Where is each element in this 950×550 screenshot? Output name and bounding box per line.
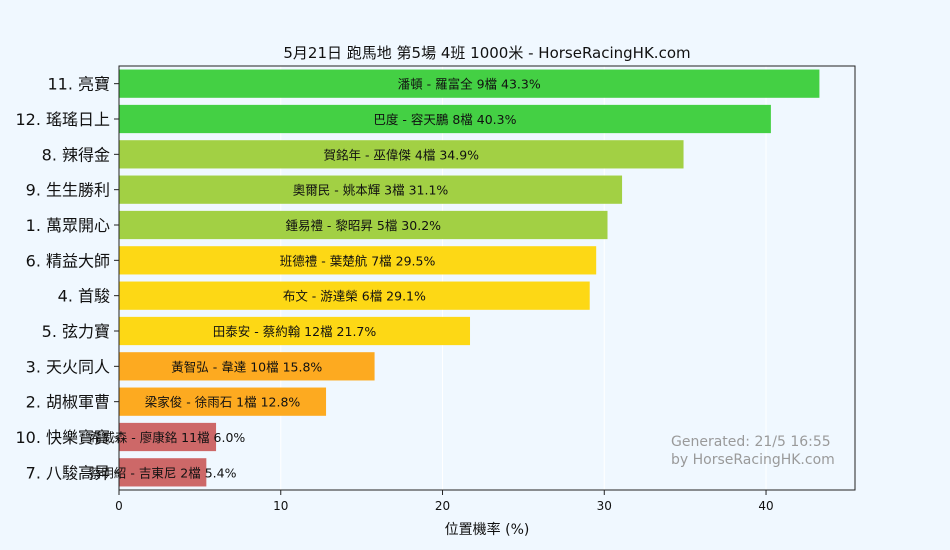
bar-data-label: 班德禮 - 葉楚航 7檔 29.5%: [280, 253, 436, 268]
bar-data-label: 蔡明紹 - 吉東尼 2檔 5.4%: [89, 465, 237, 480]
watermark-line-2: by HorseRacingHK.com: [671, 452, 835, 468]
x-tick-label: 10: [273, 499, 288, 513]
bar-data-label: 希威森 - 廖康銘 11檔 6.0%: [90, 430, 246, 445]
bar: [119, 175, 623, 204]
category-label: 8. 辣得金: [42, 145, 110, 164]
category-labels: 11. 亮寶 12. 瑤瑤日上 8. 辣得金 9. 生生勝利 1. 萬眾開心 6. 精益大…: [15, 75, 119, 482]
chart-title: 5月21日 跑馬地 第5場 4班 1000米 - HorseRacingHK.c…: [283, 44, 690, 62]
bar-data-label: 巴度 - 容天鵬 8檔 40.3%: [373, 112, 516, 127]
x-tick-label: 40: [758, 499, 773, 513]
bar: [119, 387, 327, 416]
bar: [119, 352, 375, 381]
bar-data-label: 鍾易禮 - 黎昭昇 5檔 30.2%: [285, 218, 441, 233]
category-label: 2. 胡椒軍曹: [26, 393, 110, 412]
bar-data-label: 田泰安 - 蔡約翰 12檔 21.7%: [213, 324, 377, 339]
bar-data-label: 奧爾民 - 姚本輝 3檔 31.1%: [293, 183, 449, 198]
plot-frame: [118, 65, 856, 491]
bar: [119, 140, 684, 169]
bar: [119, 104, 771, 134]
x-tick-label: 30: [597, 499, 612, 513]
category-label: 11. 亮寶: [47, 75, 110, 94]
category-label: 5. 弦力寶: [42, 322, 110, 341]
bar: [119, 458, 207, 487]
x-axis-title: 位置機率 (%): [445, 521, 530, 538]
bar-data-label: 黃智弘 - 韋達 10檔 15.8%: [171, 359, 322, 374]
category-label: 12. 瑤瑤日上: [15, 110, 110, 129]
bar-data-label: 梁家俊 - 徐雨石 1檔 12.8%: [145, 395, 301, 410]
x-tick-label: 0: [115, 499, 123, 513]
category-label: 7. 八駿高昇: [26, 463, 110, 482]
bar-data-label: 潘頓 - 羅富全 9檔 43.3%: [398, 77, 541, 92]
category-label: 1. 萬眾開心: [26, 216, 110, 235]
watermark-line-1: Generated: 21/5 16:55: [671, 434, 831, 450]
category-label: 3. 天火同人: [26, 357, 110, 376]
category-label: 9. 生生勝利: [26, 181, 110, 200]
bar: [119, 316, 471, 346]
bar: [119, 69, 820, 98]
category-label: 4. 首駿: [58, 287, 110, 306]
bar: [119, 210, 608, 240]
bars: 潘頓 - 羅富全 9檔 43.3% 巴度 - 容天鵬 8檔 40.3% 賀銘年 - …: [89, 69, 820, 487]
bar: [119, 246, 597, 275]
category-label: 10. 快樂寶寶: [15, 428, 110, 447]
bar: [119, 422, 217, 452]
gridlines: [280, 66, 767, 490]
bar-data-label: 布文 - 游達榮 6檔 29.1%: [283, 289, 426, 304]
x-tick-label: 20: [435, 499, 450, 513]
x-axis-ticks: 0 10 20 30 40: [115, 490, 774, 513]
bar: [119, 281, 590, 310]
bar-data-label: 賀銘年 - 巫偉傑 4檔 34.9%: [323, 147, 479, 162]
category-label: 6. 精益大師: [26, 251, 110, 270]
